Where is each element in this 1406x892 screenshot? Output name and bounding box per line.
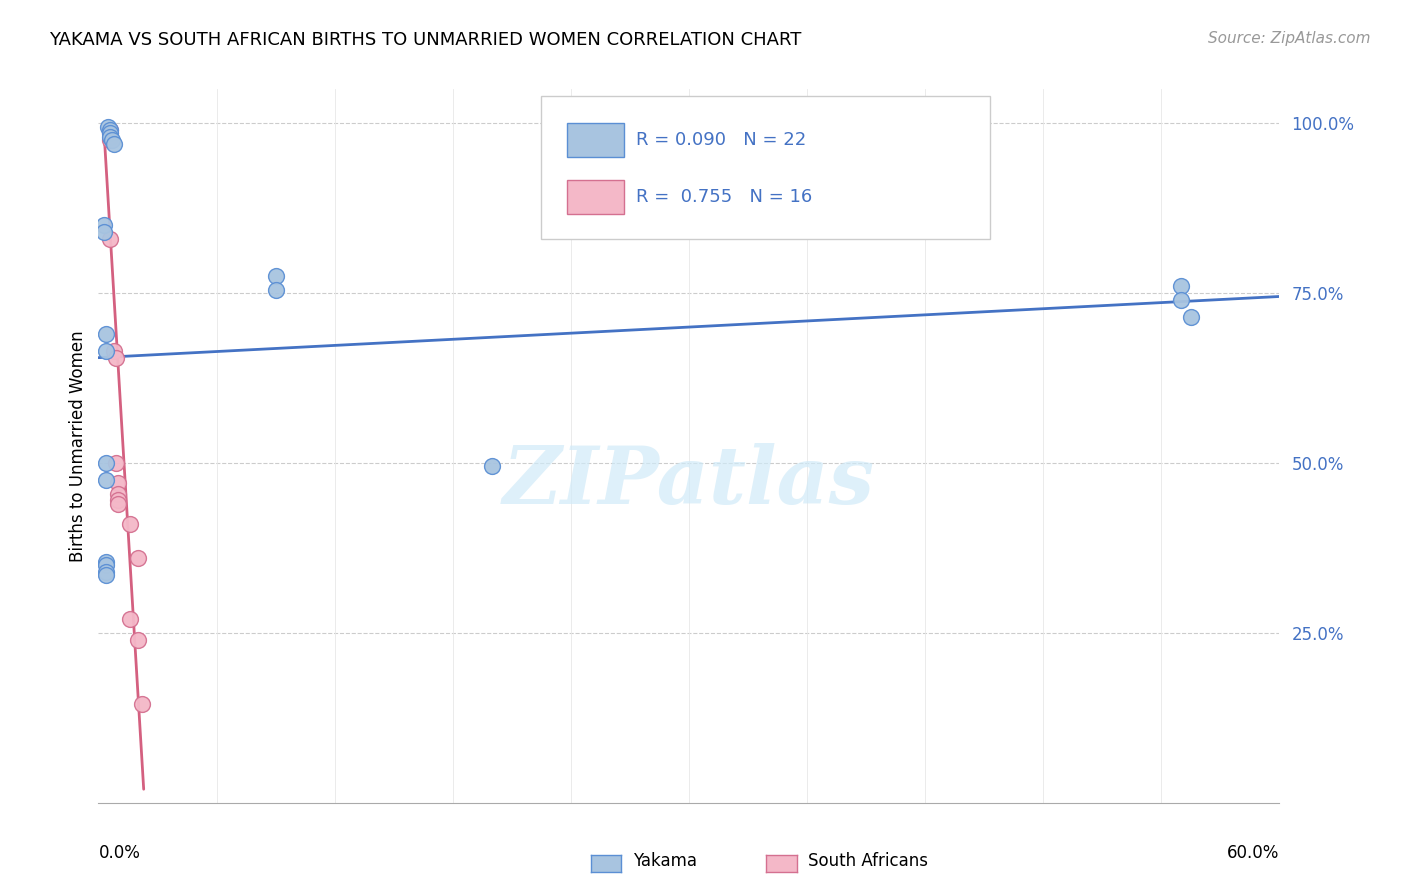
Point: [96, 565, 118, 579]
Point: [107, 497, 129, 511]
Point: [93, 218, 115, 232]
Point: [481, 459, 503, 474]
Point: [101, 133, 124, 147]
Point: [97, 120, 120, 134]
Text: ZIPatlas: ZIPatlas: [503, 443, 875, 520]
Point: [107, 476, 129, 491]
Y-axis label: Births to Unmarried Women: Births to Unmarried Women: [69, 330, 87, 562]
Point: [131, 698, 153, 712]
Point: [118, 612, 141, 626]
Point: [98, 129, 121, 144]
Point: [103, 136, 125, 151]
Point: [1170, 279, 1192, 293]
Point: [98, 232, 121, 246]
Point: [105, 456, 128, 470]
Point: [96, 558, 118, 572]
Text: Source: ZipAtlas.com: Source: ZipAtlas.com: [1208, 31, 1371, 46]
Text: 0.0%: 0.0%: [98, 844, 141, 862]
Bar: [567, 180, 624, 214]
Point: [96, 568, 118, 582]
Point: [127, 632, 149, 647]
Text: YAKAMA VS SOUTH AFRICAN BIRTHS TO UNMARRIED WOMEN CORRELATION CHART: YAKAMA VS SOUTH AFRICAN BIRTHS TO UNMARR…: [49, 31, 801, 49]
Text: Yakama: Yakama: [633, 852, 697, 870]
Text: R = 0.090   N = 22: R = 0.090 N = 22: [636, 131, 806, 149]
Text: South Africans: South Africans: [808, 852, 928, 870]
Point: [96, 326, 118, 341]
Point: [98, 127, 121, 141]
Point: [98, 127, 121, 141]
Point: [98, 123, 121, 137]
Point: [96, 473, 118, 487]
Point: [264, 283, 287, 297]
Point: [264, 269, 287, 284]
Point: [96, 555, 118, 569]
Point: [103, 343, 125, 358]
Point: [127, 551, 149, 566]
Point: [107, 486, 129, 500]
Point: [1180, 310, 1202, 324]
Point: [98, 123, 121, 137]
Point: [1170, 293, 1192, 307]
Point: [96, 456, 118, 470]
Text: 60.0%: 60.0%: [1227, 844, 1279, 862]
Point: [118, 517, 141, 532]
Point: [93, 225, 115, 239]
Text: R =  0.755   N = 16: R = 0.755 N = 16: [636, 188, 813, 206]
Point: [105, 351, 128, 365]
Bar: [567, 123, 624, 157]
Point: [98, 133, 121, 147]
Point: [107, 493, 129, 508]
Point: [96, 343, 118, 358]
FancyBboxPatch shape: [541, 96, 990, 239]
